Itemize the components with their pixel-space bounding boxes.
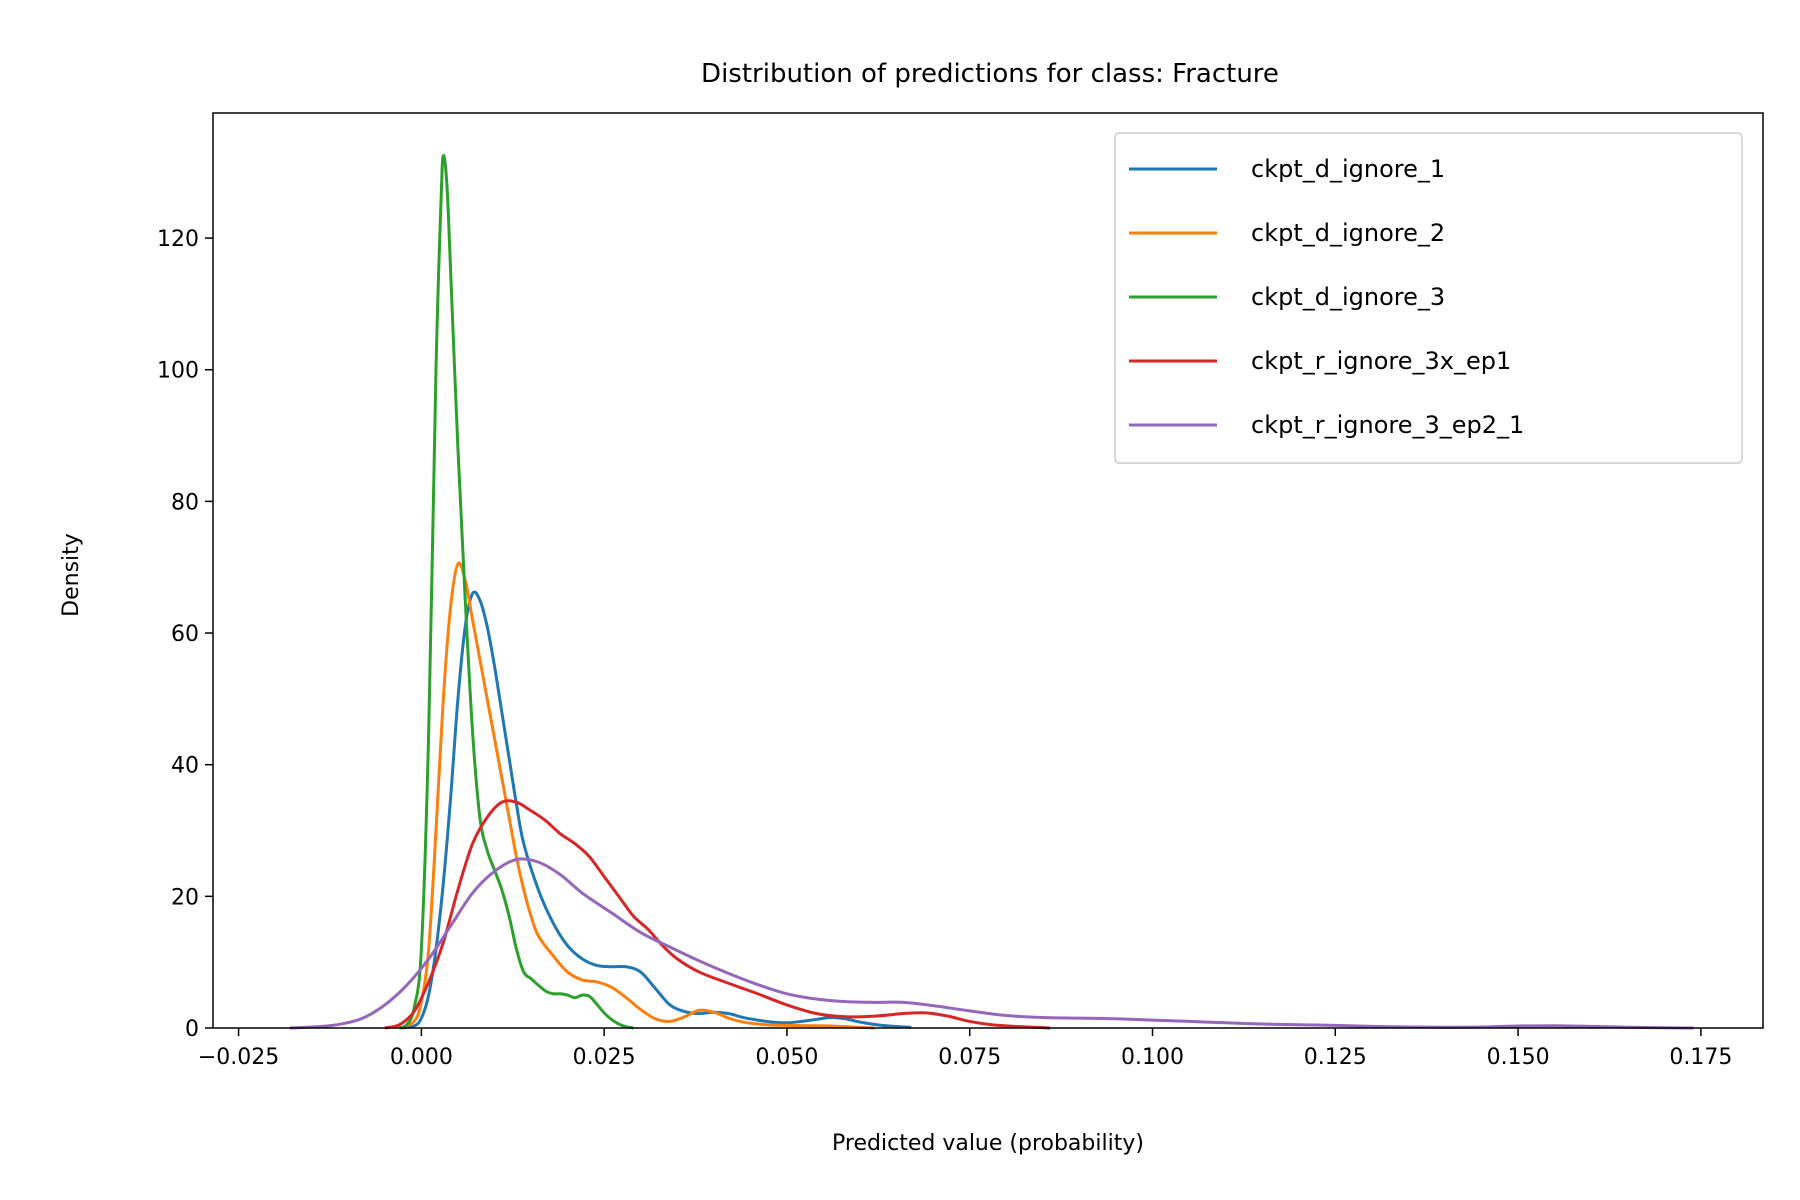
x-tick-label: 0.175 — [1669, 1045, 1732, 1070]
chart-title: Distribution of predictions for class: F… — [701, 59, 1279, 89]
x-tick-label: 0.150 — [1487, 1045, 1550, 1070]
legend: ckpt_d_ignore_1 ckpt_d_ignore_2 ckpt_d_ign… — [1114, 132, 1743, 464]
series-line-5 — [289, 857, 1694, 1030]
x-tick-label: 0.000 — [390, 1045, 453, 1070]
y-tick-label: 80 — [171, 490, 199, 515]
y-tick-label: 100 — [157, 359, 199, 384]
axes-frame — [212, 112, 1764, 1029]
x-tick-label: 0.075 — [938, 1045, 1001, 1070]
series-line-4 — [384, 799, 1051, 1030]
legend-label: ckpt_d_ignore_1 — [1251, 155, 1445, 183]
series-line-1 — [399, 590, 912, 1030]
series-line-3 — [398, 154, 634, 1030]
series-line-2 — [398, 561, 875, 1030]
y-axis: 0 20 40 60 80 100 120 — [157, 227, 213, 1042]
y-axis-label: Density — [59, 533, 84, 617]
y-tick-label: 20 — [171, 885, 199, 910]
y-tick-label: 0 — [185, 1017, 199, 1042]
legend-label: ckpt_d_ignore_3 — [1251, 283, 1445, 311]
x-tick-label: 0.125 — [1304, 1045, 1367, 1070]
x-tick-label: −0.025 — [198, 1045, 279, 1070]
x-tick-label: 0.100 — [1121, 1045, 1184, 1070]
legend-label: ckpt_r_ignore_3_ep2_1 — [1251, 411, 1524, 439]
x-axis: −0.025 0.000 0.025 0.050 0.075 0.100 0.125 0.15… — [198, 1028, 1732, 1070]
x-tick-label: 0.050 — [755, 1045, 818, 1070]
y-tick-label: 60 — [171, 622, 199, 647]
legend-label: ckpt_r_ignore_3x_ep1 — [1251, 347, 1511, 375]
y-tick-label: 120 — [157, 227, 199, 252]
legend-box — [1114, 132, 1743, 464]
legend-label: ckpt_d_ignore_2 — [1251, 219, 1445, 247]
plot-area — [289, 154, 1694, 1030]
x-axis-label: Predicted value (probability) — [832, 1131, 1144, 1156]
x-tick-label: 0.025 — [573, 1045, 636, 1070]
y-tick-label: 40 — [171, 754, 199, 779]
